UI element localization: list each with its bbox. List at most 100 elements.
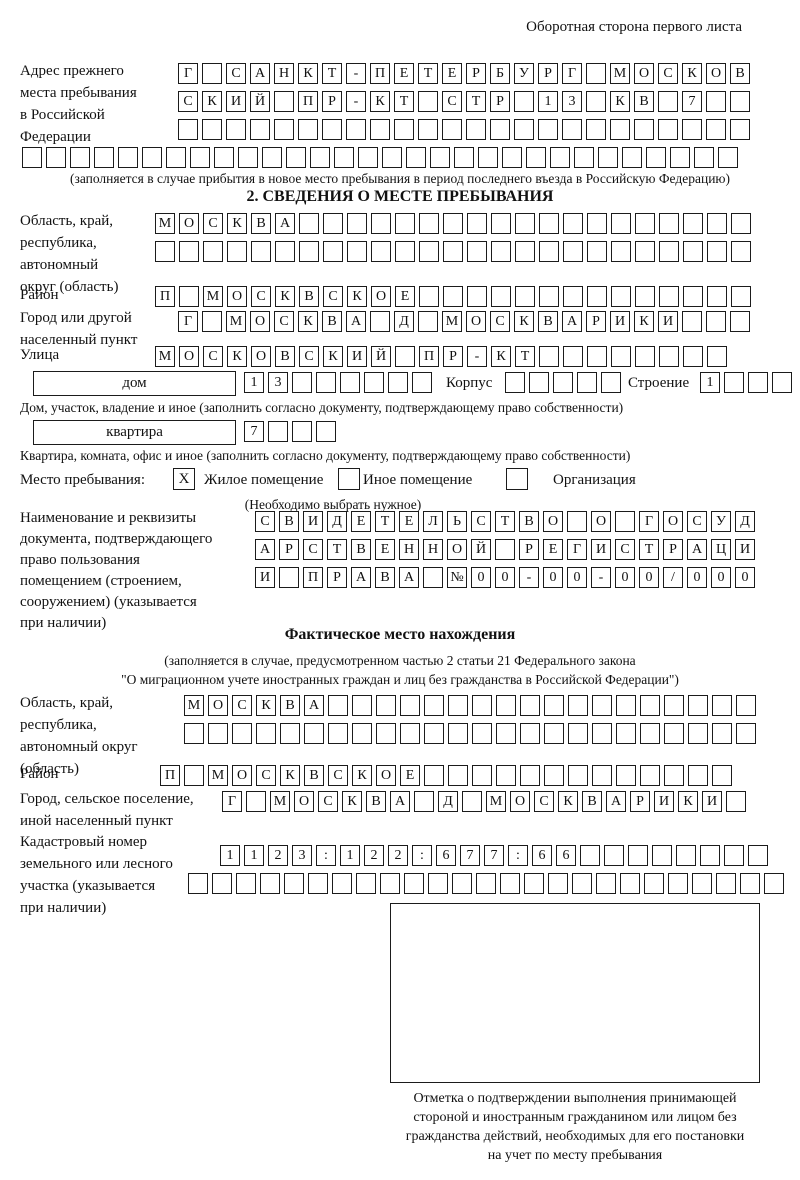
char-cell[interactable]: О (250, 311, 270, 332)
doc-row-3[interactable]: И П Р А В А № 0 0-0 0-0 0/0 0 0 (255, 567, 755, 588)
char-cell[interactable] (462, 791, 482, 812)
char-cell[interactable]: Ь (447, 511, 467, 532)
char-cell[interactable]: М (226, 311, 246, 332)
char-cell[interactable]: 0 (567, 567, 587, 588)
char-cell[interactable] (740, 873, 760, 894)
char-cell[interactable] (592, 723, 612, 744)
char-cell[interactable]: К (678, 791, 698, 812)
char-cell[interactable]: 0 (735, 567, 755, 588)
char-cell[interactable] (299, 213, 319, 234)
char-cell[interactable]: О (179, 213, 199, 234)
char-cell[interactable] (395, 241, 415, 262)
char-cell[interactable] (683, 241, 703, 262)
char-cell[interactable] (620, 873, 640, 894)
char-cell[interactable] (563, 241, 583, 262)
region-row-2[interactable] (155, 241, 751, 262)
char-cell[interactable] (520, 723, 540, 744)
char-cell[interactable]: К (342, 791, 362, 812)
char-cell[interactable] (587, 286, 607, 307)
char-cell[interactable] (184, 723, 204, 744)
char-cell[interactable]: С (303, 539, 323, 560)
char-cell[interactable] (232, 723, 252, 744)
char-cell[interactable]: С (232, 695, 252, 716)
char-cell[interactable]: К (347, 286, 367, 307)
char-cell[interactable] (659, 286, 679, 307)
char-cell[interactable] (376, 723, 396, 744)
char-cell[interactable] (352, 695, 372, 716)
char-cell[interactable] (184, 765, 204, 786)
char-cell[interactable] (726, 791, 746, 812)
char-cell[interactable] (548, 873, 568, 894)
char-cell[interactable]: К (491, 346, 511, 367)
char-cell[interactable] (388, 372, 408, 393)
char-cell[interactable]: 0 (495, 567, 515, 588)
char-cell[interactable] (328, 723, 348, 744)
char-cell[interactable]: Р (663, 539, 683, 560)
char-cell[interactable]: В (351, 539, 371, 560)
char-cell[interactable] (611, 213, 631, 234)
char-cell[interactable] (724, 845, 744, 866)
char-cell[interactable] (596, 873, 616, 894)
char-cell[interactable]: Т (515, 346, 535, 367)
cadastre-row-2[interactable] (188, 873, 784, 894)
char-cell[interactable] (323, 241, 343, 262)
char-cell[interactable]: Г (178, 311, 198, 332)
char-cell[interactable]: 0 (711, 567, 731, 588)
char-cell[interactable] (676, 845, 696, 866)
char-cell[interactable] (212, 873, 232, 894)
char-cell[interactable]: Е (375, 539, 395, 560)
char-cell[interactable] (292, 421, 312, 442)
char-cell[interactable] (299, 241, 319, 262)
char-cell[interactable]: К (227, 213, 247, 234)
char-cell[interactable]: 0 (543, 567, 563, 588)
char-cell[interactable] (712, 723, 732, 744)
char-cell[interactable] (472, 695, 492, 716)
char-cell[interactable] (640, 723, 660, 744)
char-cell[interactable] (260, 873, 280, 894)
char-cell[interactable]: А (346, 311, 366, 332)
char-cell[interactable]: 2 (388, 845, 408, 866)
char-cell[interactable]: В (366, 791, 386, 812)
char-cell[interactable]: 1 (700, 372, 720, 393)
char-cell[interactable] (515, 241, 535, 262)
char-cell[interactable]: В (251, 213, 271, 234)
char-cell[interactable] (347, 241, 367, 262)
char-cell[interactable]: 7 (484, 845, 504, 866)
char-cell[interactable]: И (591, 539, 611, 560)
char-cell[interactable]: П (419, 346, 439, 367)
char-cell[interactable]: О (663, 511, 683, 532)
char-cell[interactable] (611, 346, 631, 367)
char-cell[interactable]: К (227, 346, 247, 367)
char-cell[interactable] (683, 213, 703, 234)
char-cell[interactable] (736, 695, 756, 716)
char-cell[interactable] (380, 873, 400, 894)
char-cell[interactable]: С (203, 213, 223, 234)
char-cell[interactable]: М (208, 765, 228, 786)
char-cell[interactable]: 1 (340, 845, 360, 866)
char-cell[interactable]: В (538, 311, 558, 332)
char-cell[interactable] (707, 213, 727, 234)
char-cell[interactable]: Р (443, 346, 463, 367)
char-cell[interactable]: О (208, 695, 228, 716)
char-cell[interactable] (592, 765, 612, 786)
char-cell[interactable]: Т (327, 539, 347, 560)
char-cell[interactable] (707, 346, 727, 367)
char-cell[interactable]: А (687, 539, 707, 560)
char-cell[interactable]: Р (630, 791, 650, 812)
char-cell[interactable]: К (256, 695, 276, 716)
char-cell[interactable]: М (442, 311, 462, 332)
char-cell[interactable] (155, 241, 175, 262)
char-cell[interactable]: Д (394, 311, 414, 332)
char-cell[interactable]: Д (327, 511, 347, 532)
char-cell[interactable]: О (232, 765, 252, 786)
char-cell[interactable]: О (543, 511, 563, 532)
char-cell[interactable] (496, 765, 516, 786)
char-cell[interactable]: А (351, 567, 371, 588)
char-cell[interactable] (419, 286, 439, 307)
char-cell[interactable] (731, 213, 751, 234)
char-cell[interactable] (412, 372, 432, 393)
char-cell[interactable]: О (371, 286, 391, 307)
